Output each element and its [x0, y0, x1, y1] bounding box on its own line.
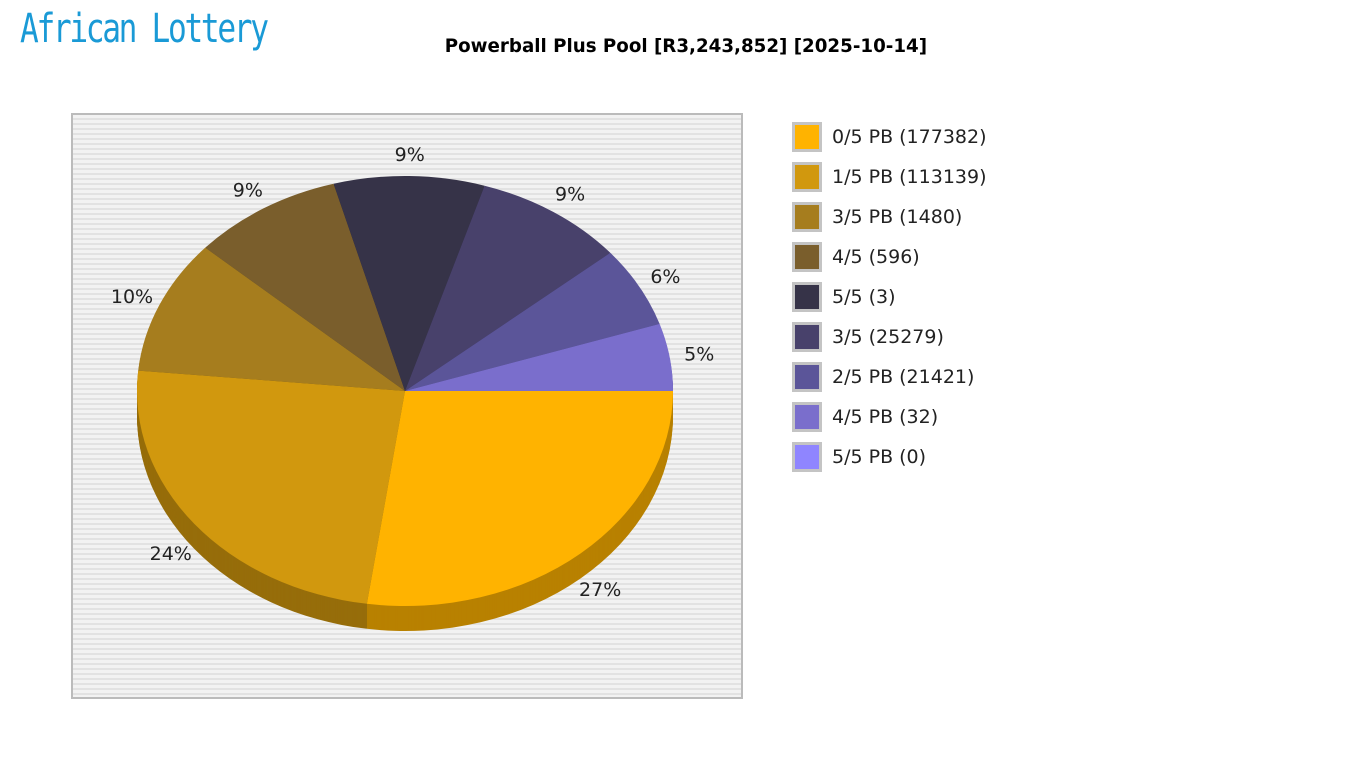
legend-label: 4/5 PB (32): [832, 406, 939, 428]
pie-percent-label: 5%: [684, 344, 714, 366]
chart-title: Powerball Plus Pool [R3,243,852] [2025-1…: [444, 35, 928, 57]
legend-label: 3/5 PB (1480): [832, 206, 963, 228]
legend-item: 3/5 (25279): [792, 322, 987, 362]
pie-slice[interactable]: [366, 391, 673, 606]
legend-label: 3/5 (25279): [832, 326, 944, 348]
pie-percent-label: 6%: [650, 266, 680, 288]
pie-percent-label: 9%: [555, 184, 585, 206]
legend-item: 0/5 PB (177382): [792, 122, 987, 162]
pie-slice[interactable]: [333, 176, 485, 391]
legend-label: 5/5 PB (0): [832, 446, 927, 468]
legend-swatch: [792, 162, 822, 192]
legend-item: 2/5 PB (21421): [792, 362, 987, 402]
legend: 0/5 PB (177382) 1/5 PB (113139) 3/5 PB (14…: [792, 122, 987, 482]
african-lottery-logo: African Lottery: [20, 6, 269, 52]
legend-item: 4/5 (596): [792, 242, 987, 282]
legend-swatch: [792, 362, 822, 392]
pie-slice[interactable]: [138, 247, 405, 391]
legend-swatch: [792, 402, 822, 432]
legend-item: 5/5 (3): [792, 282, 987, 322]
pie-percent-label: 9%: [233, 180, 263, 202]
pie-percent-label: 9%: [395, 144, 425, 166]
legend-swatch: [792, 202, 822, 232]
legend-item: 5/5 PB (0): [792, 442, 987, 482]
pie-percent-label: 27%: [579, 579, 621, 601]
pie-percent-label: 24%: [150, 543, 192, 565]
pie-percent-label: 10%: [111, 286, 153, 308]
legend-item: 1/5 PB (113139): [792, 162, 987, 202]
pie-slice[interactable]: [205, 183, 405, 391]
legend-swatch: [792, 442, 822, 472]
legend-label: 2/5 PB (21421): [832, 366, 975, 388]
legend-label: 5/5 (3): [832, 286, 896, 308]
legend-label: 0/5 PB (177382): [832, 126, 987, 148]
legend-swatch: [792, 122, 822, 152]
legend-swatch: [792, 242, 822, 272]
legend-swatch: [792, 322, 822, 352]
legend-item: 4/5 PB (32): [792, 402, 987, 442]
pie-slice[interactable]: [136, 370, 405, 604]
legend-swatch: [792, 282, 822, 312]
legend-label: 4/5 (596): [832, 246, 920, 268]
legend-label: 1/5 PB (113139): [832, 166, 987, 188]
legend-item: 3/5 PB (1480): [792, 202, 987, 242]
pie-slice[interactable]: [405, 185, 611, 391]
pie-slice[interactable]: [405, 323, 673, 391]
pie-slice[interactable]: [405, 252, 660, 391]
